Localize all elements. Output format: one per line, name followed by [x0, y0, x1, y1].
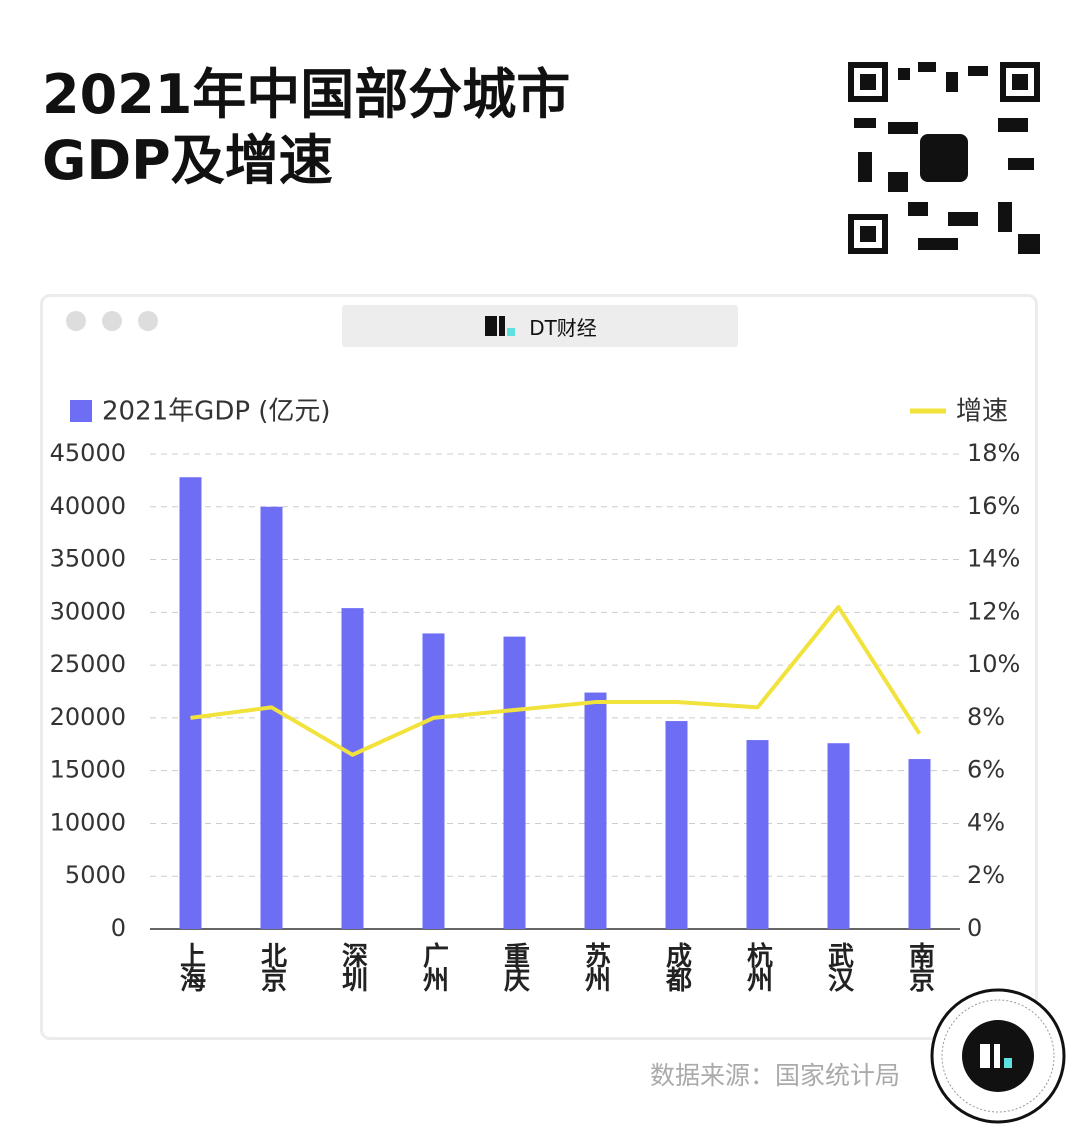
x-tick-label: 武汉: [824, 942, 854, 993]
bar: [503, 636, 526, 929]
y-tick-label: 25000: [50, 650, 126, 678]
y-tick-label: 30000: [50, 597, 126, 625]
bar: [665, 721, 688, 929]
bar: [827, 743, 850, 929]
y-tick-label: 45000: [50, 439, 126, 467]
window-title-bar: DT财经: [342, 305, 738, 347]
y2-tick-label: 12%: [967, 597, 1020, 625]
legend-swatch: [70, 400, 92, 422]
window-buttons: [66, 311, 158, 331]
y2-tick-label: 10%: [967, 650, 1020, 678]
y-tick-label: 10000: [50, 808, 126, 836]
line: [190, 605, 922, 757]
y2-tick-label: 0: [967, 914, 982, 942]
y2-tick-label: 2%: [967, 861, 1005, 889]
window-title: DT财经: [529, 315, 597, 340]
qr-code: [848, 62, 1040, 254]
y-tick-label: 20000: [50, 703, 126, 731]
bar: [584, 692, 607, 929]
badge: [930, 988, 1066, 1124]
logo: [485, 316, 516, 336]
x-tick-label: 重庆: [500, 942, 530, 993]
x-tick-label: 北京: [257, 942, 287, 993]
title: 2021年中国部分城市GDP及增速: [42, 63, 571, 192]
y-tick-label: 0: [111, 914, 126, 942]
y2-tick-label: 4%: [967, 808, 1005, 836]
x-tick-label: 南京: [905, 942, 935, 993]
y2-tick-label: 8%: [967, 703, 1005, 731]
y2-tick-label: 6%: [967, 756, 1005, 784]
y2-tick-label: 14%: [967, 545, 1020, 573]
bar: [746, 740, 769, 929]
y2-tick-label: 18%: [967, 439, 1020, 467]
bar: [422, 633, 445, 929]
legend-label: 2021年GDP (亿元): [102, 397, 331, 427]
bar: [908, 759, 931, 929]
y2-tick-label: 16%: [967, 492, 1020, 520]
x-tick-label: 苏州: [581, 942, 611, 992]
bar: [179, 477, 202, 929]
source-note: 数据来源：国家统计局: [650, 1061, 901, 1090]
bar: [341, 608, 364, 929]
x-tick-label: 杭州: [743, 941, 773, 992]
bar: [260, 506, 283, 929]
x-tick-label: 成都: [662, 942, 693, 992]
x-tick-label: 上海: [176, 942, 206, 992]
window-frame: [40, 294, 1038, 1040]
y-tick-label: 40000: [50, 492, 126, 520]
legend-label: 增速: [956, 397, 1008, 427]
y-tick-label: 5000: [65, 861, 126, 889]
x-tick-label: 深圳: [338, 942, 368, 992]
chart: 0 5000 10000 15000 20000 25000 30000 35000 40000…: [50, 397, 1021, 993]
x-tick-label: 广州: [419, 942, 449, 992]
y-tick-label: 35000: [50, 545, 126, 573]
y-tick-label: 15000: [50, 756, 126, 784]
